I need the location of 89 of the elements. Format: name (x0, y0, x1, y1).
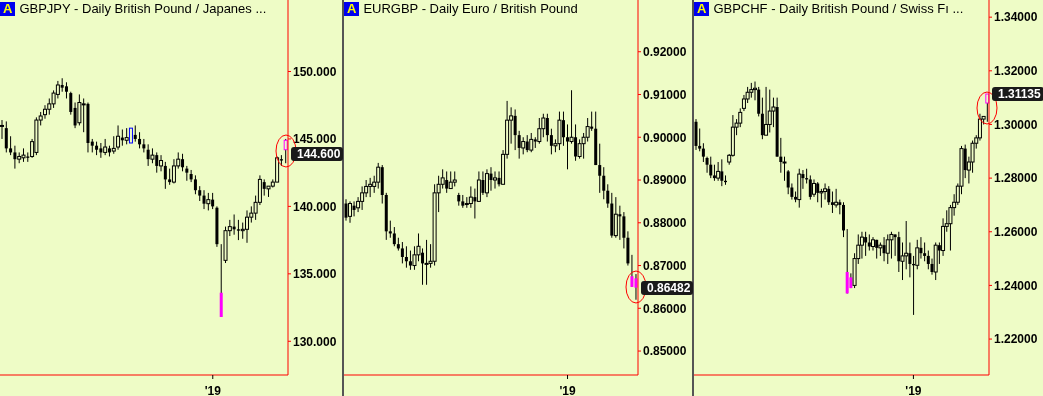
y-tick-label: 1.24000 (994, 278, 1038, 293)
candlestick (489, 166, 493, 192)
candlestick (493, 170, 498, 190)
candlestick (189, 169, 193, 183)
candlestick (484, 168, 489, 198)
candlestick (245, 209, 250, 244)
candlestick (537, 117, 542, 145)
candlestick (202, 189, 206, 210)
candlestick (42, 104, 47, 120)
candlestick (705, 156, 709, 174)
chart-title: EURGBP - Daily Euro / British Pound (363, 1, 578, 16)
candlestick (400, 241, 404, 264)
candlestick (871, 236, 875, 252)
candlestick (545, 113, 549, 143)
y-tick-label: 1.22000 (994, 332, 1038, 347)
x-tick-label: '19 (905, 384, 922, 396)
candlestick (618, 205, 622, 241)
y-tick-label: 1.30000 (994, 117, 1038, 132)
candlestick (13, 145, 17, 170)
candlestick (816, 181, 820, 203)
y-tick-label: 1.26000 (994, 225, 1038, 240)
candlestick (830, 191, 834, 214)
annotation: A (694, 0, 710, 16)
candlestick (513, 108, 517, 151)
chart-title: GBPCHF - Daily British Pound / Swiss Fı ... (713, 1, 964, 16)
candlestick (845, 228, 849, 294)
candlestick (69, 91, 73, 116)
candlestick (99, 142, 103, 159)
candlestick (404, 245, 408, 269)
candlestick (9, 135, 13, 156)
candlestick (767, 89, 772, 134)
candlestick (889, 231, 894, 260)
candlestick (859, 231, 864, 260)
x-tick-label: '19 (559, 384, 576, 396)
candlestick (566, 123, 570, 170)
y-tick-label: 0.90000 (643, 130, 687, 145)
y-tick-label: 0.89000 (643, 173, 687, 188)
candlestick (764, 86, 769, 136)
candlestick (630, 254, 634, 288)
candlestick (598, 143, 602, 194)
candlestick (923, 241, 927, 262)
candlestick (634, 273, 638, 301)
text: 1.31135 (992, 87, 1043, 102)
candlestick (440, 168, 445, 190)
candlestick (557, 111, 562, 151)
y-tick-label: 145.000 (293, 132, 337, 147)
candlestick (392, 226, 396, 247)
candlestick (193, 174, 197, 195)
candlestick (424, 239, 429, 286)
y-tick-label: 1.34000 (994, 10, 1038, 25)
y-tick-label: 0.87000 (643, 258, 687, 273)
y-tick-label: 0.92000 (643, 45, 687, 59)
candlestick (517, 130, 521, 160)
y-tick-label: 0.85000 (643, 344, 687, 359)
y-tick-label: 150.000 (293, 64, 337, 79)
candlestick (709, 156, 713, 179)
candlestick (445, 170, 449, 194)
candlestick (701, 142, 705, 163)
candlestick (116, 124, 121, 151)
y-tick-label: 0.88000 (643, 216, 687, 231)
candlestick (163, 161, 167, 190)
y-tick-label: 140.000 (293, 199, 337, 214)
y-tick-label: 130.000 (293, 334, 337, 349)
candlestick (352, 200, 356, 217)
candlestick (720, 158, 724, 187)
y-tick-label: 0.86000 (643, 301, 687, 316)
candlestick (716, 161, 721, 182)
candlestick (827, 185, 831, 206)
text: 144.600 (291, 146, 344, 161)
y-tick-label: 1.32000 (994, 64, 1038, 79)
y-tick-label: 1.28000 (994, 171, 1038, 186)
y-tick-label: 135.000 (293, 267, 337, 282)
candlestick (613, 196, 618, 239)
candlestick (348, 200, 353, 224)
candlestick (561, 111, 565, 147)
y-tick-label: 0.91000 (643, 87, 687, 102)
candlestick (602, 166, 606, 200)
candlestick (808, 174, 812, 201)
candlestick (142, 138, 146, 153)
candlestick (885, 233, 890, 265)
text: 0.86482 (641, 280, 694, 295)
candlestick (606, 183, 610, 209)
annotation: A (0, 0, 16, 16)
candlestick (4, 120, 8, 153)
chart-title: GBPJPY - Daily British Pound / Japanes ... (19, 1, 267, 16)
candlestick (882, 236, 886, 262)
annotation: A (344, 0, 360, 16)
candlestick (344, 198, 348, 222)
x-tick-label: '19 (204, 384, 222, 396)
